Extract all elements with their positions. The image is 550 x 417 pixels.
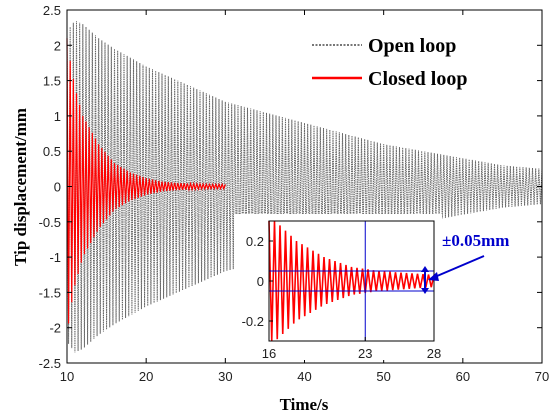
y-tick-label: 2.5 bbox=[43, 3, 61, 18]
inset-plot: 16 23 28 0.2 0 -0.2 bbox=[234, 214, 442, 361]
x-tick-label: 70 bbox=[535, 369, 549, 384]
x-tick-label: 10 bbox=[60, 369, 74, 384]
closed-loop-series bbox=[66, 38, 226, 324]
inset-closed-loop-series bbox=[268, 220, 435, 342]
inset-x-ticks: 16 23 28 bbox=[262, 337, 441, 361]
annotation-text: ±0.05mm bbox=[442, 231, 509, 250]
tolerance-annotation: ±0.05mm bbox=[421, 231, 509, 294]
x-tick-label: 50 bbox=[376, 369, 390, 384]
y-tick-label: -2.5 bbox=[39, 356, 61, 371]
y-axis-label: Tip displacement/mm bbox=[11, 108, 30, 266]
y-tick-label: 2 bbox=[54, 38, 61, 53]
inset-y-tick-label: 0 bbox=[257, 274, 264, 289]
inset-closed-loop-line bbox=[268, 220, 435, 342]
annotation-pointer-head bbox=[428, 272, 439, 281]
inset-y-ticks: 0.2 0 -0.2 bbox=[242, 234, 273, 329]
annotation-pointer bbox=[429, 255, 485, 280]
legend-closed-loop-label: Closed loop bbox=[368, 68, 467, 90]
x-axis-label: Time/s bbox=[280, 395, 329, 414]
inset-x-tick-label: 23 bbox=[358, 346, 372, 361]
inset-x-tick-label: 28 bbox=[427, 346, 441, 361]
closed-loop-line bbox=[66, 38, 226, 324]
y-tick-label: 1.5 bbox=[43, 74, 61, 89]
x-axis-ticks: 10 20 30 40 50 60 70 bbox=[60, 10, 549, 384]
inset-y-tick-label: -0.2 bbox=[242, 314, 264, 329]
tolerance-arrow-down bbox=[421, 288, 429, 294]
inset-y-tick-label: 0.2 bbox=[246, 234, 264, 249]
y-tick-label: -1.5 bbox=[39, 285, 61, 300]
x-tick-label: 60 bbox=[456, 369, 470, 384]
open-loop-line bbox=[66, 21, 543, 353]
y-tick-label: -0.5 bbox=[39, 215, 61, 230]
tolerance-arrow-up bbox=[421, 266, 429, 272]
y-axis-ticks: 2.5 2 1.5 1 0.5 0 -0.5 -1 -1.5 -2 -2.5 bbox=[39, 3, 542, 371]
y-tick-label: 0.5 bbox=[43, 144, 61, 159]
inset-x-tick-label: 16 bbox=[262, 346, 276, 361]
y-tick-label: -2 bbox=[49, 321, 61, 336]
y-tick-label: 1 bbox=[54, 109, 61, 124]
x-tick-label: 30 bbox=[218, 369, 232, 384]
main-plot: 10 20 30 40 50 60 70 2.5 2 1.5 1 0.5 0 -0.5 -1 -1.5 -2 -… bbox=[39, 3, 550, 384]
legend: Open loop Closed loop bbox=[296, 18, 526, 96]
legend-background bbox=[296, 18, 526, 96]
inset-reference-lines bbox=[269, 221, 434, 341]
x-tick-label: 40 bbox=[297, 369, 311, 384]
x-tick-label: 20 bbox=[139, 369, 153, 384]
y-tick-label: 0 bbox=[54, 180, 61, 195]
y-tick-label: -1 bbox=[49, 250, 61, 265]
open-loop-series bbox=[66, 21, 543, 353]
legend-open-loop-label: Open loop bbox=[368, 35, 456, 57]
